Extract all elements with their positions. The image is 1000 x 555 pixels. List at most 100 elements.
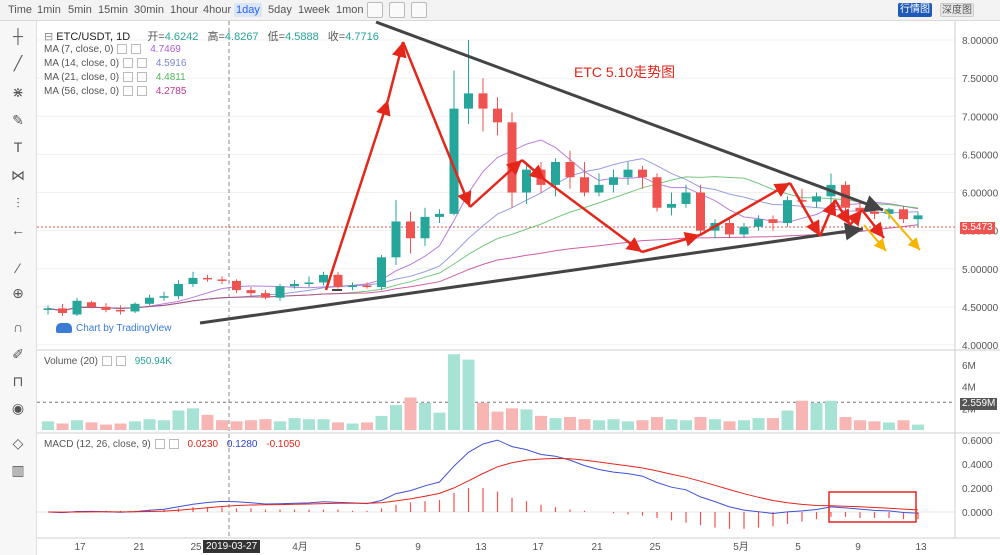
volume-legend: Volume (20) 950.94K bbox=[44, 356, 172, 367]
candle-body bbox=[725, 223, 734, 235]
back-arrow-icon[interactable]: ← bbox=[11, 222, 25, 238]
volume-bars bbox=[42, 354, 924, 430]
tf-15min[interactable]: 15min bbox=[98, 4, 128, 16]
volume-bar bbox=[56, 423, 69, 430]
zigzag-arrow bbox=[788, 182, 822, 237]
volume-settings-icon[interactable] bbox=[101, 356, 112, 367]
ma21-close-icon[interactable] bbox=[137, 72, 148, 83]
candle-body bbox=[87, 302, 96, 307]
zoom-icon[interactable]: ⊕ bbox=[12, 285, 24, 301]
ma21-settings-icon[interactable] bbox=[123, 72, 134, 83]
symbol-legend: ⊟ ETC/USDT, 1D 开=4.6242 高=4.8267 低=4.588… bbox=[44, 28, 379, 44]
candle-body bbox=[275, 286, 285, 298]
candle-body bbox=[101, 306, 111, 310]
ma56-close-icon[interactable] bbox=[137, 86, 148, 97]
pattern-icon[interactable]: ⋈ bbox=[11, 167, 25, 183]
candle-body bbox=[478, 93, 488, 109]
trendline-icon[interactable]: ╱ bbox=[13, 55, 23, 71]
settings-icon[interactable] bbox=[389, 2, 405, 18]
drawing-toolbar: ┼ ╱ ⋇ ✎ T ⋈ ⫶ ← ⁄ ⊕ ∩ ✐ ⊓ ◉ ◇ ▥ bbox=[0, 21, 37, 555]
eye-icon[interactable]: ◉ bbox=[11, 400, 25, 416]
volume-bar bbox=[651, 417, 663, 430]
trend-annotations bbox=[199, 20, 921, 325]
symbol-name: ETC/USDT, 1D bbox=[56, 31, 131, 43]
tf-1week[interactable]: 1week bbox=[298, 4, 330, 16]
candle-body bbox=[739, 226, 749, 235]
volume-bar bbox=[549, 418, 562, 430]
time-tick-label: 13 bbox=[475, 542, 487, 553]
ma14-close-icon[interactable] bbox=[137, 58, 148, 69]
volume-bar bbox=[404, 397, 417, 430]
volume-bar bbox=[332, 422, 344, 430]
macd-tick-label: 0.6000 bbox=[962, 436, 993, 447]
ruler-icon[interactable]: ⁄ bbox=[16, 260, 20, 276]
candle-body bbox=[493, 108, 502, 123]
volume-bar bbox=[129, 421, 141, 430]
tf-30min[interactable]: 30min bbox=[134, 4, 164, 16]
ma56-legend: MA (56, close, 0) 4.2785 bbox=[44, 86, 186, 97]
measure-icon[interactable]: ⫶ bbox=[16, 195, 20, 211]
layers-icon[interactable]: ◇ bbox=[12, 435, 24, 451]
text-icon[interactable]: T bbox=[13, 139, 23, 155]
watermark-text: Chart by TradingView bbox=[76, 323, 172, 334]
volume-bar bbox=[752, 418, 765, 430]
candle-body bbox=[551, 162, 560, 185]
candle-body bbox=[145, 297, 154, 304]
projection-arrow bbox=[884, 209, 921, 251]
tf-5day[interactable]: 5day bbox=[268, 4, 292, 16]
volume-bar bbox=[491, 411, 504, 430]
candle-body bbox=[565, 162, 575, 178]
macd-close-icon[interactable] bbox=[168, 439, 179, 450]
price-tick-label: 7.50000 bbox=[962, 74, 999, 85]
tf-time[interactable]: Time bbox=[8, 4, 33, 16]
volume-bar bbox=[143, 419, 156, 430]
ma7-settings-icon[interactable] bbox=[117, 44, 128, 55]
candle-body bbox=[261, 293, 270, 298]
candle-body bbox=[435, 213, 444, 217]
ma14-settings-icon[interactable] bbox=[123, 58, 134, 69]
volume-bar bbox=[810, 402, 823, 430]
lock-icon[interactable]: ⊓ bbox=[12, 373, 24, 389]
trash-icon[interactable]: ▥ bbox=[11, 462, 25, 478]
macd-settings-icon[interactable] bbox=[154, 439, 165, 450]
fib-icon[interactable]: ⋇ bbox=[12, 84, 24, 100]
volume-bar bbox=[274, 421, 286, 430]
candle-body bbox=[232, 280, 241, 291]
collapse-icon[interactable]: ⊟ bbox=[44, 31, 57, 43]
candle-body bbox=[797, 200, 807, 202]
tf-1hour[interactable]: 1hour bbox=[170, 4, 199, 16]
ma56-settings-icon[interactable] bbox=[123, 86, 134, 97]
candle-body bbox=[754, 219, 763, 227]
lock-drawing-icon[interactable]: ✐ bbox=[12, 346, 24, 362]
time-tick-label: 9 bbox=[855, 542, 861, 553]
brush-icon[interactable]: ✎ bbox=[12, 112, 24, 128]
candle-body bbox=[203, 277, 212, 280]
line-chart-button[interactable]: 行情图 bbox=[898, 3, 932, 17]
ma7-legend: MA (7, close, 0) 4.7469 bbox=[44, 44, 181, 55]
tf-5min[interactable]: 5min bbox=[68, 4, 92, 16]
tf-1min[interactable]: 1min bbox=[37, 4, 61, 16]
chart-type-icon[interactable] bbox=[367, 2, 383, 18]
volume-close-icon[interactable] bbox=[115, 356, 126, 367]
fullscreen-icon[interactable] bbox=[411, 2, 427, 18]
time-tick-label: 25 bbox=[190, 542, 202, 553]
time-tick-label: 5月 bbox=[733, 541, 749, 553]
low-value: 4.5888 bbox=[285, 31, 319, 43]
candle-body bbox=[696, 192, 705, 231]
high-value: 4.8267 bbox=[224, 31, 259, 43]
depth-chart-button[interactable]: 深度图 bbox=[940, 3, 974, 17]
candle-body bbox=[246, 290, 256, 294]
magnet-icon[interactable]: ∩ bbox=[12, 319, 24, 335]
tradingview-watermark[interactable]: Chart by TradingView bbox=[56, 323, 171, 334]
crosshair-icon[interactable]: ┼ bbox=[13, 28, 23, 44]
volume-bar bbox=[825, 400, 837, 430]
tf-4hour[interactable]: 4hour bbox=[203, 4, 232, 16]
price-tick-label: 8.00000 bbox=[962, 36, 999, 47]
candle-body bbox=[667, 203, 676, 208]
tf-1mon[interactable]: 1mon bbox=[336, 4, 364, 16]
tf-1day[interactable]: 1day bbox=[234, 3, 262, 17]
candle-body bbox=[580, 177, 589, 193]
volume-bar bbox=[433, 412, 446, 430]
ma7-close-icon[interactable] bbox=[131, 44, 142, 55]
